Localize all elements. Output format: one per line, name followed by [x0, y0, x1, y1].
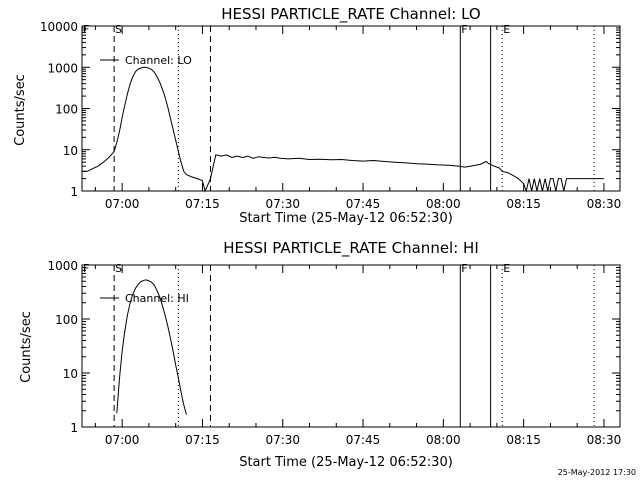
- time-marker-label-lo: E: [503, 23, 510, 36]
- y-tick-label-hi: 1: [70, 421, 78, 435]
- series-line-hi: [116, 279, 187, 415]
- y-axis-label-lo: Counts/sec: [13, 74, 28, 146]
- plot-frame-hi: [81, 264, 621, 428]
- y-tick-label-hi: 1000: [47, 259, 78, 273]
- time-marker-label-hi: E: [503, 262, 510, 275]
- x-tick-label-lo: 07:30: [265, 197, 300, 211]
- legend-hi: Channel: HI: [100, 292, 189, 305]
- time-marker-label-lo: F: [461, 23, 467, 36]
- x-tick-label-hi: 07:00: [105, 433, 140, 447]
- panel-hi: HESSI PARTICLE_RATE Channel: HI Counts/s…: [19, 239, 621, 470]
- panel-lo: HESSI PARTICLE_RATE Channel: LO Counts/s…: [13, 5, 621, 226]
- chart-title-lo: HESSI PARTICLE_RATE Channel: LO: [221, 5, 480, 24]
- tick-labels-hi: 07:00 07:15 07:30 07:45 08:00 08:15 08:30 1 10 10…: [47, 259, 621, 447]
- chart-title-hi: HESSI PARTICLE_RATE Channel: HI: [223, 239, 479, 258]
- time-marker-label-hi: F: [461, 262, 467, 275]
- axis-ticks-lo: [82, 26, 620, 192]
- tick-labels-lo: 07:00 07:15 07:30 07:45 08:00 08:15 08:30 1 10 10…: [40, 20, 621, 211]
- y-tick-label-lo: 10000: [40, 20, 78, 34]
- legend-label-lo: Channel: LO: [125, 54, 192, 67]
- axis-ticks-hi: [82, 265, 620, 428]
- y-tick-label-hi: 100: [55, 313, 78, 327]
- x-tick-label-hi: 08:30: [587, 433, 622, 447]
- x-tick-label-hi: 08:15: [506, 433, 541, 447]
- time-marker-label-hi: F: [83, 262, 89, 275]
- x-tick-label-hi: 07:15: [185, 433, 220, 447]
- legend-label-hi: Channel: HI: [125, 292, 189, 305]
- legend-lo: Channel: LO: [100, 54, 192, 67]
- plot-frame-lo: [81, 25, 621, 192]
- y-tick-label-lo: 100: [55, 103, 78, 117]
- x-tick-label-lo: 07:45: [346, 197, 381, 211]
- x-tick-label-lo: 08:00: [426, 197, 461, 211]
- x-tick-label-lo: 08:15: [506, 197, 541, 211]
- y-tick-label-hi: 10: [63, 367, 78, 381]
- series-line-lo: [82, 66, 604, 193]
- footer-timestamp: 25-May-2012 17:30: [558, 468, 636, 477]
- time-marker-label-lo: F: [83, 23, 89, 36]
- time-marker-label-lo: S: [115, 23, 122, 36]
- x-tick-label-lo: 07:15: [185, 197, 220, 211]
- y-tick-label-lo: 10: [63, 144, 78, 158]
- x-tick-label-hi: 07:30: [265, 433, 300, 447]
- x-tick-label-hi: 08:00: [426, 433, 461, 447]
- y-tick-label-lo: 1000: [47, 61, 78, 75]
- x-axis-label-hi: Start Time (25-May-12 06:52:30): [239, 455, 453, 470]
- time-marker-label-hi: S: [115, 262, 122, 275]
- y-tick-label-lo: 1: [70, 185, 78, 199]
- x-axis-label-lo: Start Time (25-May-12 06:52:30): [239, 211, 453, 226]
- x-tick-label-lo: 08:30: [587, 197, 622, 211]
- x-tick-label-hi: 07:45: [346, 433, 381, 447]
- x-tick-label-lo: 07:00: [105, 197, 140, 211]
- y-axis-label-hi: Counts/sec: [19, 311, 34, 383]
